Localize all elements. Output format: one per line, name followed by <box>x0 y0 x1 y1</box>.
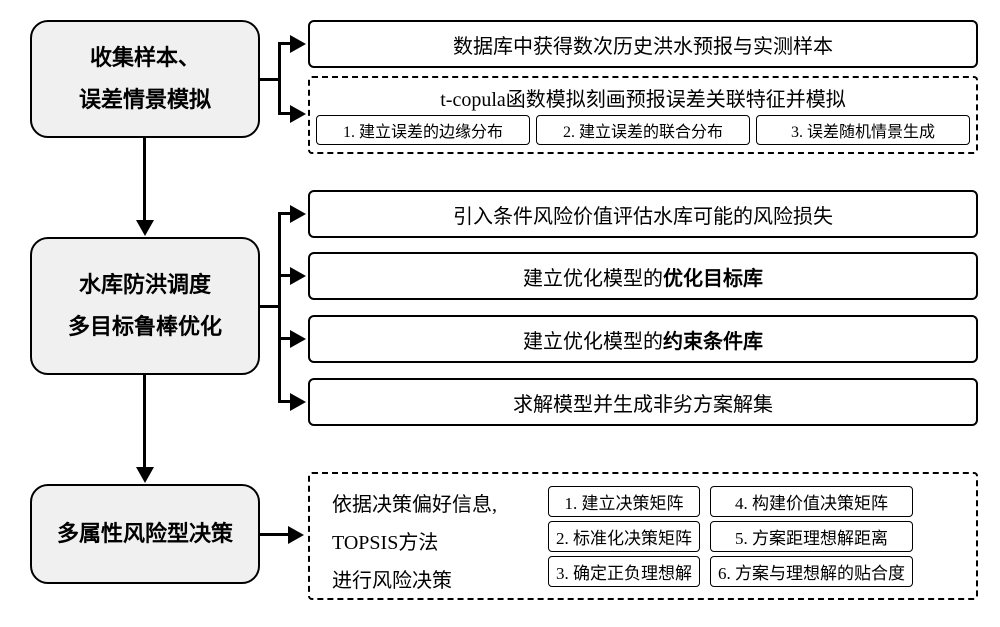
stage2-title-line1: 水库防洪调度 <box>68 264 222 306</box>
stage2-content3: 建立优化模型的约束条件库 <box>308 315 978 363</box>
s2-a1 <box>290 205 306 223</box>
stage3-title: 多属性风险型决策 <box>57 513 233 555</box>
arrow-s1-s2-line <box>143 138 146 223</box>
stage2-content2: 建立优化模型的优化目标库 <box>308 252 978 300</box>
stage2-content3-pre: 建立优化模型的 <box>523 325 663 354</box>
stage2-content4: 求解模型并生成非劣方案解集 <box>308 378 978 426</box>
s1-hline <box>260 78 280 81</box>
stage2-content2-bold: 优化目标库 <box>663 262 763 291</box>
stage3-left-l1: 依据决策偏好信息, <box>332 486 544 524</box>
stage3-left-l3: 进行风险决策 <box>332 562 544 600</box>
stage2-content3-bold: 约束条件库 <box>663 325 763 354</box>
s2-hline <box>260 305 280 308</box>
stage1-title-line1: 收集样本、 <box>79 37 211 79</box>
s3-hline <box>260 533 290 536</box>
arrow-s2-s3-line <box>143 375 146 470</box>
s2-fork-v <box>278 212 281 403</box>
stage3-steps-grid: 1. 建立决策矩阵 2. 标准化决策矩阵 3. 确定正负理想解 4. 构建价值决… <box>548 480 913 592</box>
stage2-content4-text: 求解模型并生成非劣方案解集 <box>513 388 773 417</box>
s1-arrow2 <box>290 105 306 123</box>
s2-a4 <box>290 393 306 411</box>
s3-arrow <box>288 526 304 544</box>
s2-a2 <box>290 267 306 285</box>
stage3-step3: 3. 确定正负理想解 <box>548 556 700 587</box>
stage2-content1: 引入条件风险价值评估水库可能的风险损失 <box>308 190 978 238</box>
stage2-content1-text: 引入条件风险价值评估水库可能的风险损失 <box>453 200 833 229</box>
stage1-content2-subs: 1. 建立误差的边缘分布 2. 建立误差的联合分布 3. 误差随机情景生成 <box>316 115 970 145</box>
stage1-sub3: 3. 误差随机情景生成 <box>756 115 970 145</box>
stage3-step5: 5. 方案距理想解距离 <box>710 521 913 552</box>
s1-fork-v <box>278 42 281 115</box>
stage1-content2-title: t-copula函数模拟刻画预报误差关联特征并模拟 <box>316 83 970 112</box>
stage1-box: 收集样本、 误差情景模拟 <box>30 20 260 138</box>
stage3-left-text: 依据决策偏好信息, TOPSIS方法 进行风险决策 <box>318 480 548 592</box>
stage1-content2: t-copula函数模拟刻画预报误差关联特征并模拟 1. 建立误差的边缘分布 2… <box>308 76 978 154</box>
stage2-box: 水库防洪调度 多目标鲁棒优化 <box>30 237 260 375</box>
s2-a3 <box>290 330 306 348</box>
stage1-title-line2: 误差情景模拟 <box>79 79 211 121</box>
stage1-sub2: 2. 建立误差的联合分布 <box>536 115 750 145</box>
stage3-step6: 6. 方案与理想解的贴合度 <box>710 556 913 587</box>
stage3-box: 多属性风险型决策 <box>30 484 260 584</box>
arrow-s1-s2-head <box>136 220 154 236</box>
s1-arrow1 <box>290 35 306 53</box>
stage3-left-l2: TOPSIS方法 <box>332 524 544 562</box>
stage3-step4: 4. 构建价值决策矩阵 <box>710 486 913 517</box>
stage3-content: 依据决策偏好信息, TOPSIS方法 进行风险决策 1. 建立决策矩阵 2. 标… <box>308 472 978 600</box>
stage2-content2-pre: 建立优化模型的 <box>523 262 663 291</box>
arrow-s2-s3-head <box>136 467 154 483</box>
stage3-step1: 1. 建立决策矩阵 <box>548 486 700 517</box>
stage1-content1-text: 数据库中获得数次历史洪水预报与实测样本 <box>453 30 833 59</box>
stage2-title-line2: 多目标鲁棒优化 <box>68 306 222 348</box>
stage3-step2: 2. 标准化决策矩阵 <box>548 521 700 552</box>
stage1-sub1: 1. 建立误差的边缘分布 <box>316 115 530 145</box>
stage1-content1: 数据库中获得数次历史洪水预报与实测样本 <box>308 20 978 68</box>
